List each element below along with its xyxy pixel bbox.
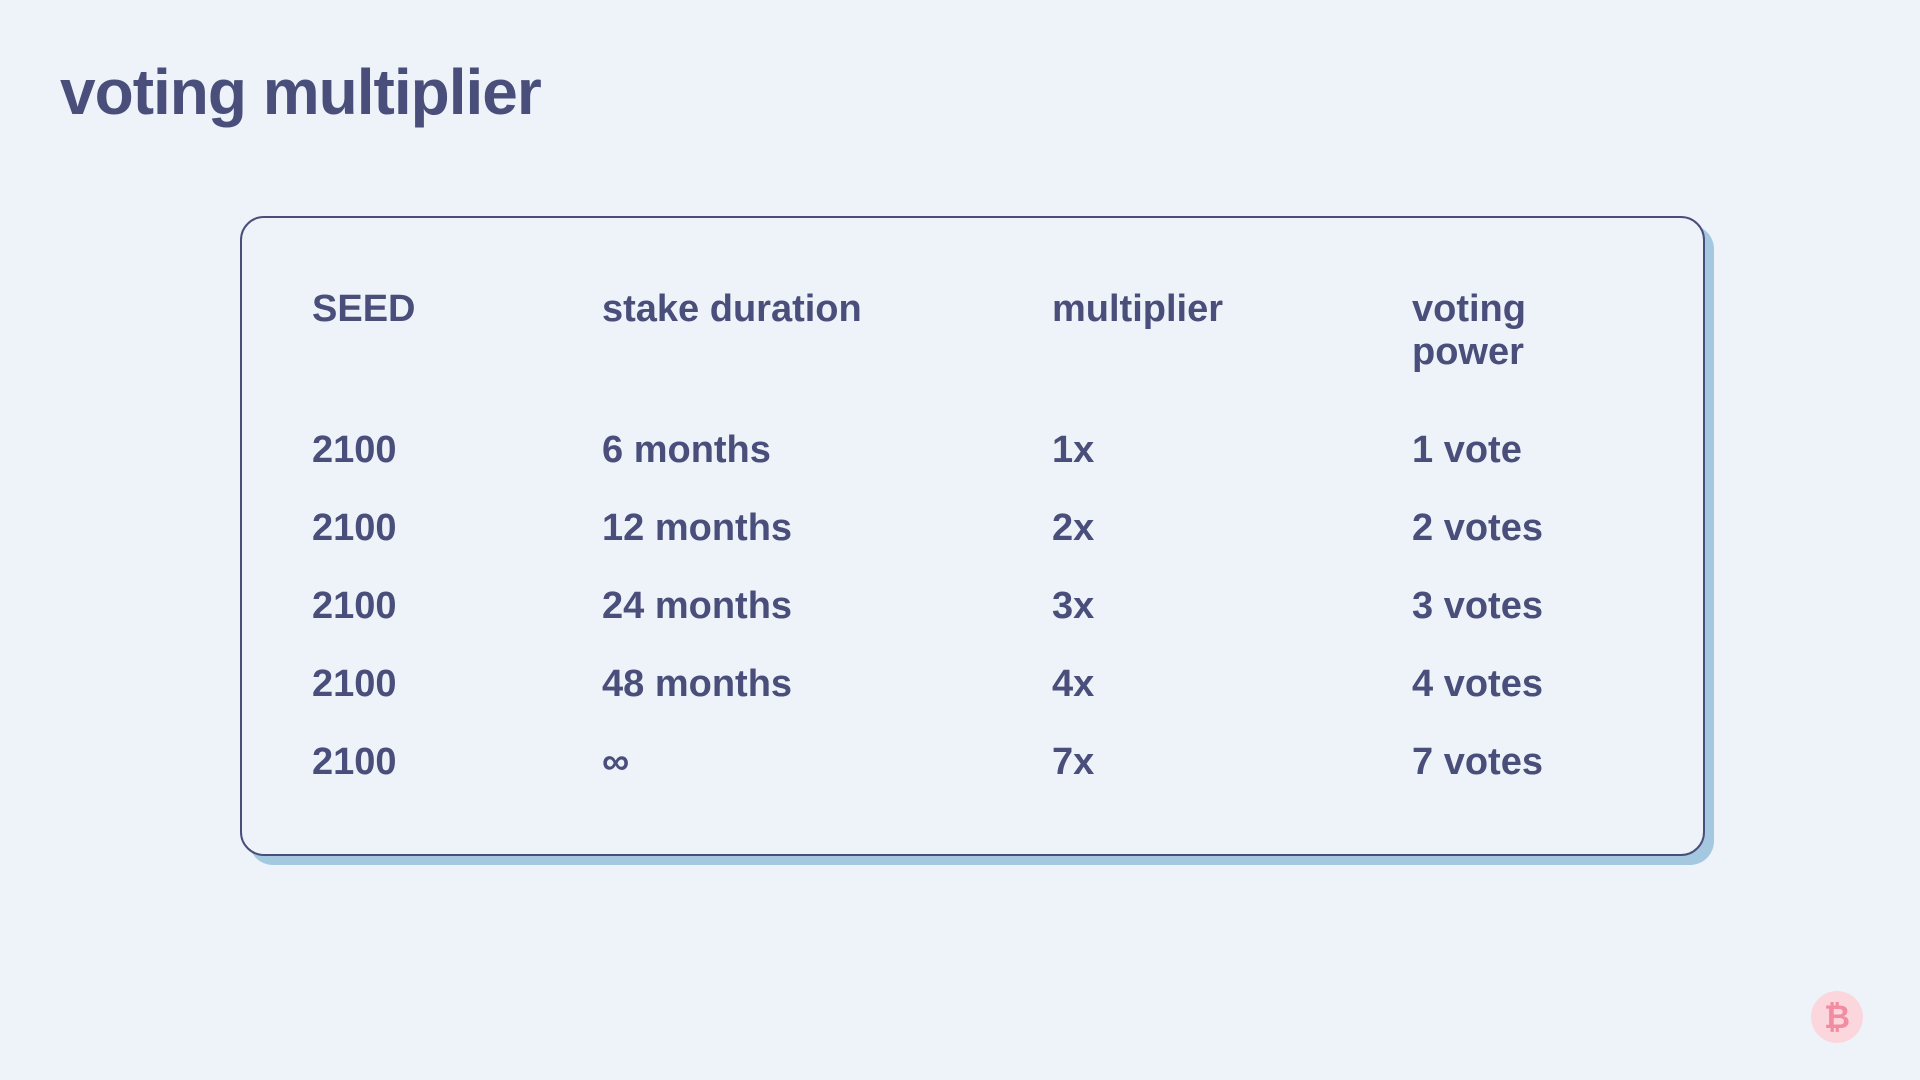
- table-row: 2100 48 months 4x 4 votes: [312, 663, 1633, 706]
- cell-voting-power: 2 votes: [1412, 507, 1633, 550]
- cell-seed: 2100: [312, 741, 602, 784]
- cell-stake-duration: ∞: [602, 741, 1052, 784]
- cell-voting-power: 3 votes: [1412, 585, 1633, 628]
- voting-multiplier-table: SEED stake duration multiplier voting po…: [240, 216, 1705, 856]
- bitcoin-icon: ₿: [1809, 989, 1865, 1045]
- cell-voting-power: 1 vote: [1412, 429, 1633, 472]
- cell-seed: 2100: [312, 507, 602, 550]
- cell-seed: 2100: [312, 663, 602, 706]
- cell-seed: 2100: [312, 429, 602, 472]
- table-row: 2100 ∞ 7x 7 votes: [312, 741, 1633, 784]
- column-header-seed: SEED: [312, 288, 602, 374]
- cell-stake-duration: 48 months: [602, 663, 1052, 706]
- cell-voting-power: 4 votes: [1412, 663, 1633, 706]
- page-title: voting multiplier: [60, 55, 541, 129]
- table-wrapper: SEED stake duration multiplier voting po…: [240, 216, 1705, 856]
- column-header-multiplier: multiplier: [1052, 288, 1412, 374]
- cell-voting-power: 7 votes: [1412, 741, 1633, 784]
- table-row: 2100 12 months 2x 2 votes: [312, 507, 1633, 550]
- cell-stake-duration: 24 months: [602, 585, 1052, 628]
- cell-multiplier: 4x: [1052, 663, 1412, 706]
- cell-stake-duration: 6 months: [602, 429, 1052, 472]
- table-row: 2100 6 months 1x 1 vote: [312, 429, 1633, 472]
- cell-multiplier: 1x: [1052, 429, 1412, 472]
- cell-multiplier: 3x: [1052, 585, 1412, 628]
- table-row: 2100 24 months 3x 3 votes: [312, 585, 1633, 628]
- svg-text:₿: ₿: [1824, 999, 1850, 1035]
- cell-seed: 2100: [312, 585, 602, 628]
- table-header-row: SEED stake duration multiplier voting po…: [312, 288, 1633, 374]
- column-header-stake-duration: stake duration: [602, 288, 1052, 374]
- column-header-voting-power: voting power: [1412, 288, 1633, 374]
- cell-multiplier: 2x: [1052, 507, 1412, 550]
- cell-stake-duration: 12 months: [602, 507, 1052, 550]
- cell-multiplier: 7x: [1052, 741, 1412, 784]
